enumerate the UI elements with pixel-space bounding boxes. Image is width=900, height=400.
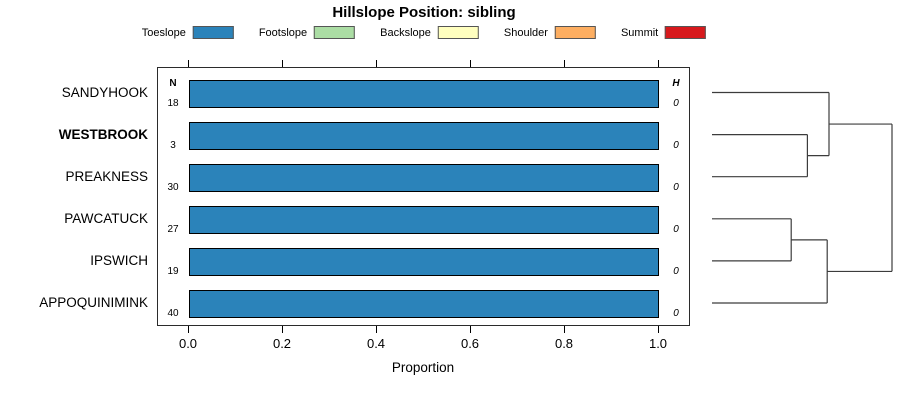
bar-preakness bbox=[189, 163, 659, 192]
x-axis-top-tick bbox=[658, 60, 659, 67]
plot-panel: N H 18 3 30 27 19 40 0 0 0 0 0 0 bbox=[157, 67, 690, 326]
x-tick-label: 0.2 bbox=[272, 336, 292, 351]
legend-item-summit: Summit bbox=[620, 26, 707, 39]
legend-item-shoulder: Shoulder bbox=[504, 26, 596, 39]
series-label-westbrook: WESTBROOK bbox=[58, 126, 148, 142]
x-axis-bottom-tick bbox=[282, 326, 283, 333]
n-value: 19 bbox=[167, 266, 179, 277]
h-value: 0 bbox=[673, 308, 679, 319]
x-axis-title: Proportion bbox=[391, 360, 455, 375]
chart-title: Hillslope Position: sibling bbox=[332, 4, 516, 21]
x-axis-bottom-tick bbox=[470, 326, 471, 333]
x-axis-bottom-tick bbox=[658, 326, 659, 333]
x-axis-top-tick bbox=[188, 60, 189, 67]
n-value: 18 bbox=[167, 97, 179, 109]
bar-sandyhook bbox=[189, 79, 659, 108]
series-label-pawcatuck: PAWCATUCK bbox=[64, 211, 148, 226]
x-tick-label: 0.6 bbox=[460, 336, 480, 351]
bar-appoquinimink bbox=[189, 290, 659, 318]
bar-ipswich bbox=[189, 248, 659, 276]
series-label-ipswich: IPSWICH bbox=[90, 253, 148, 268]
series-label-appoquinimink: APPOQUINIMINK bbox=[39, 295, 148, 310]
legend-item-footslope: Footslope bbox=[258, 26, 356, 39]
x-tick-label: 0.0 bbox=[178, 336, 198, 351]
x-axis-top-tick bbox=[470, 60, 471, 67]
h-value: 0 bbox=[673, 224, 679, 235]
h-value: 0 bbox=[673, 266, 679, 277]
n-value: 30 bbox=[167, 181, 179, 193]
summit-swatch bbox=[665, 26, 707, 39]
h-value: 0 bbox=[673, 139, 679, 151]
bar-area bbox=[189, 68, 659, 325]
legend: Toeslope Footslope Backslope Shoulder Su… bbox=[142, 26, 707, 39]
x-tick-label: 0.8 bbox=[554, 336, 574, 351]
series-label-preakness: PREAKNESS bbox=[65, 168, 148, 184]
x-axis-bottom-tick bbox=[376, 326, 377, 333]
x-axis-top-tick bbox=[376, 60, 377, 67]
x-axis-top-tick bbox=[564, 60, 565, 67]
shoulder-swatch bbox=[554, 26, 596, 39]
h-value: 0 bbox=[673, 97, 679, 109]
bar-pawcatuck bbox=[189, 206, 659, 234]
series-label-sandyhook: SANDYHOOK bbox=[61, 84, 148, 100]
legend-label: Summit bbox=[620, 26, 659, 39]
x-axis-bottom-tick bbox=[188, 326, 189, 333]
legend-item-toeslope: Toeslope bbox=[142, 26, 234, 39]
legend-label: Shoulder bbox=[503, 26, 548, 39]
bar-westbrook bbox=[189, 121, 659, 150]
legend-label: Toeslope bbox=[141, 26, 186, 39]
x-axis-top-tick bbox=[282, 60, 283, 67]
n-value: 3 bbox=[170, 139, 176, 151]
x-axis-bottom-tick bbox=[564, 326, 565, 333]
n-value: 27 bbox=[167, 224, 179, 235]
backslope-swatch bbox=[437, 26, 479, 39]
toeslope-swatch bbox=[192, 26, 234, 39]
legend-item-backslope: Backslope bbox=[380, 26, 479, 39]
h-value: 0 bbox=[673, 181, 679, 193]
dendrogram bbox=[712, 91, 893, 304]
x-tick-label: 0.4 bbox=[366, 336, 386, 351]
legend-label: Footslope bbox=[258, 26, 308, 39]
legend-label: Backslope bbox=[380, 26, 431, 39]
n-value: 40 bbox=[167, 308, 179, 319]
n-column-header: N bbox=[169, 78, 177, 89]
h-column-header: H bbox=[672, 78, 680, 89]
footslope-swatch bbox=[314, 26, 356, 39]
x-tick-label: 1.0 bbox=[648, 336, 668, 351]
